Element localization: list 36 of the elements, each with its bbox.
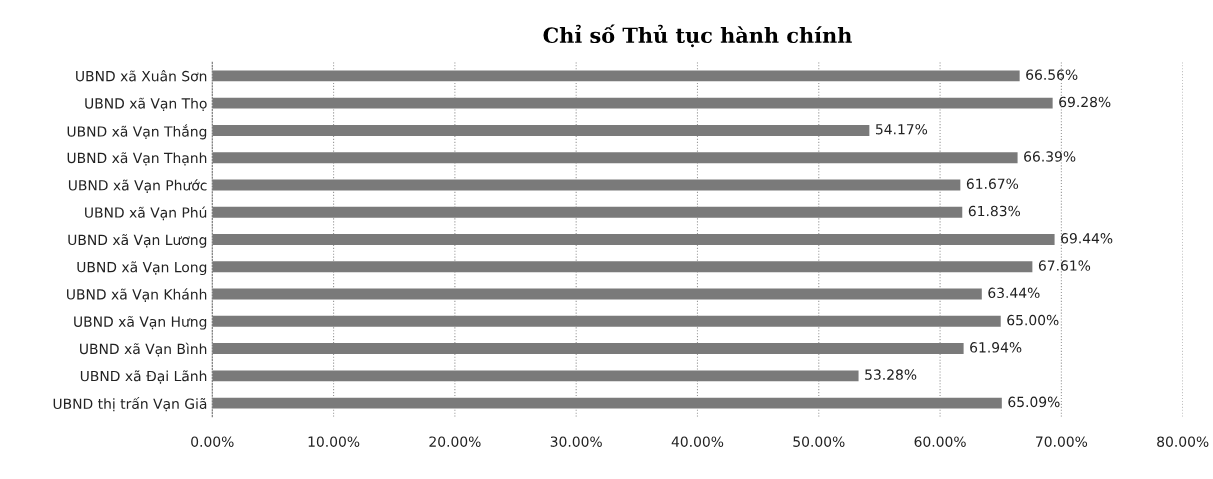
y-tick-label: UBND xã Vạn Thắng: [67, 124, 207, 140]
data-label: 69.44%: [1061, 233, 1113, 244]
y-tick-label: UBND xã Vạn Thạnh: [67, 152, 207, 166]
y-tick-label: UBND xã Vạn Khánh: [67, 288, 207, 302]
x-tick-label: 10.00%: [308, 436, 360, 447]
y-tick-label: UBND xã Xuân Sơn: [76, 70, 207, 82]
data-label: 65.09%: [1008, 396, 1060, 408]
data-label: 63.44%: [988, 287, 1040, 299]
data-label: 61.94%: [970, 342, 1022, 353]
x-tick-label: 20.00%: [429, 436, 481, 447]
x-tick-label: 0.00%: [191, 436, 234, 447]
data-label: 69.28%: [1059, 96, 1111, 108]
data-label: 54.17%: [875, 123, 928, 135]
y-tick-label: UBND xã Vạn Phước: [68, 179, 207, 193]
y-tick-label: UBND xã Vạn Bình: [80, 342, 207, 357]
x-tick-label: 60.00%: [914, 436, 966, 447]
y-tick-label: UBND thị trấn Vạn Giã: [53, 397, 207, 412]
data-label: 61.67%: [966, 178, 1019, 189]
data-label: 66.56%: [1026, 69, 1078, 80]
data-label: 66.39%: [1024, 151, 1076, 162]
x-tick-label: 50.00%: [793, 436, 845, 447]
y-tick-label: UBND xã Vạn Long: [77, 261, 207, 276]
chart-title: Chỉ số Thủ tục hành chính: [543, 24, 852, 48]
x-tick-label: 80.00%: [1157, 436, 1209, 447]
y-tick-label: UBND xã Vạn Hưng: [74, 315, 207, 330]
y-tick-label: UBND xã Vạn Thọ: [85, 97, 207, 111]
x-tick-label: 70.00%: [1036, 436, 1088, 447]
data-label: 67.61%: [1038, 260, 1091, 271]
data-label: 65.00%: [1007, 314, 1059, 326]
y-tick-label: UBND xã Vạn Phú: [85, 206, 207, 221]
y-tick-label: UBND xã Đại Lãnh: [80, 370, 207, 384]
x-tick-label: 40.00%: [671, 436, 724, 447]
data-label: 53.28%: [865, 369, 917, 380]
y-tick-label: UBND xã Vạn Lương: [68, 234, 207, 248]
x-tick-label: 30.00%: [550, 436, 602, 447]
data-label: 61.83%: [968, 205, 1021, 217]
